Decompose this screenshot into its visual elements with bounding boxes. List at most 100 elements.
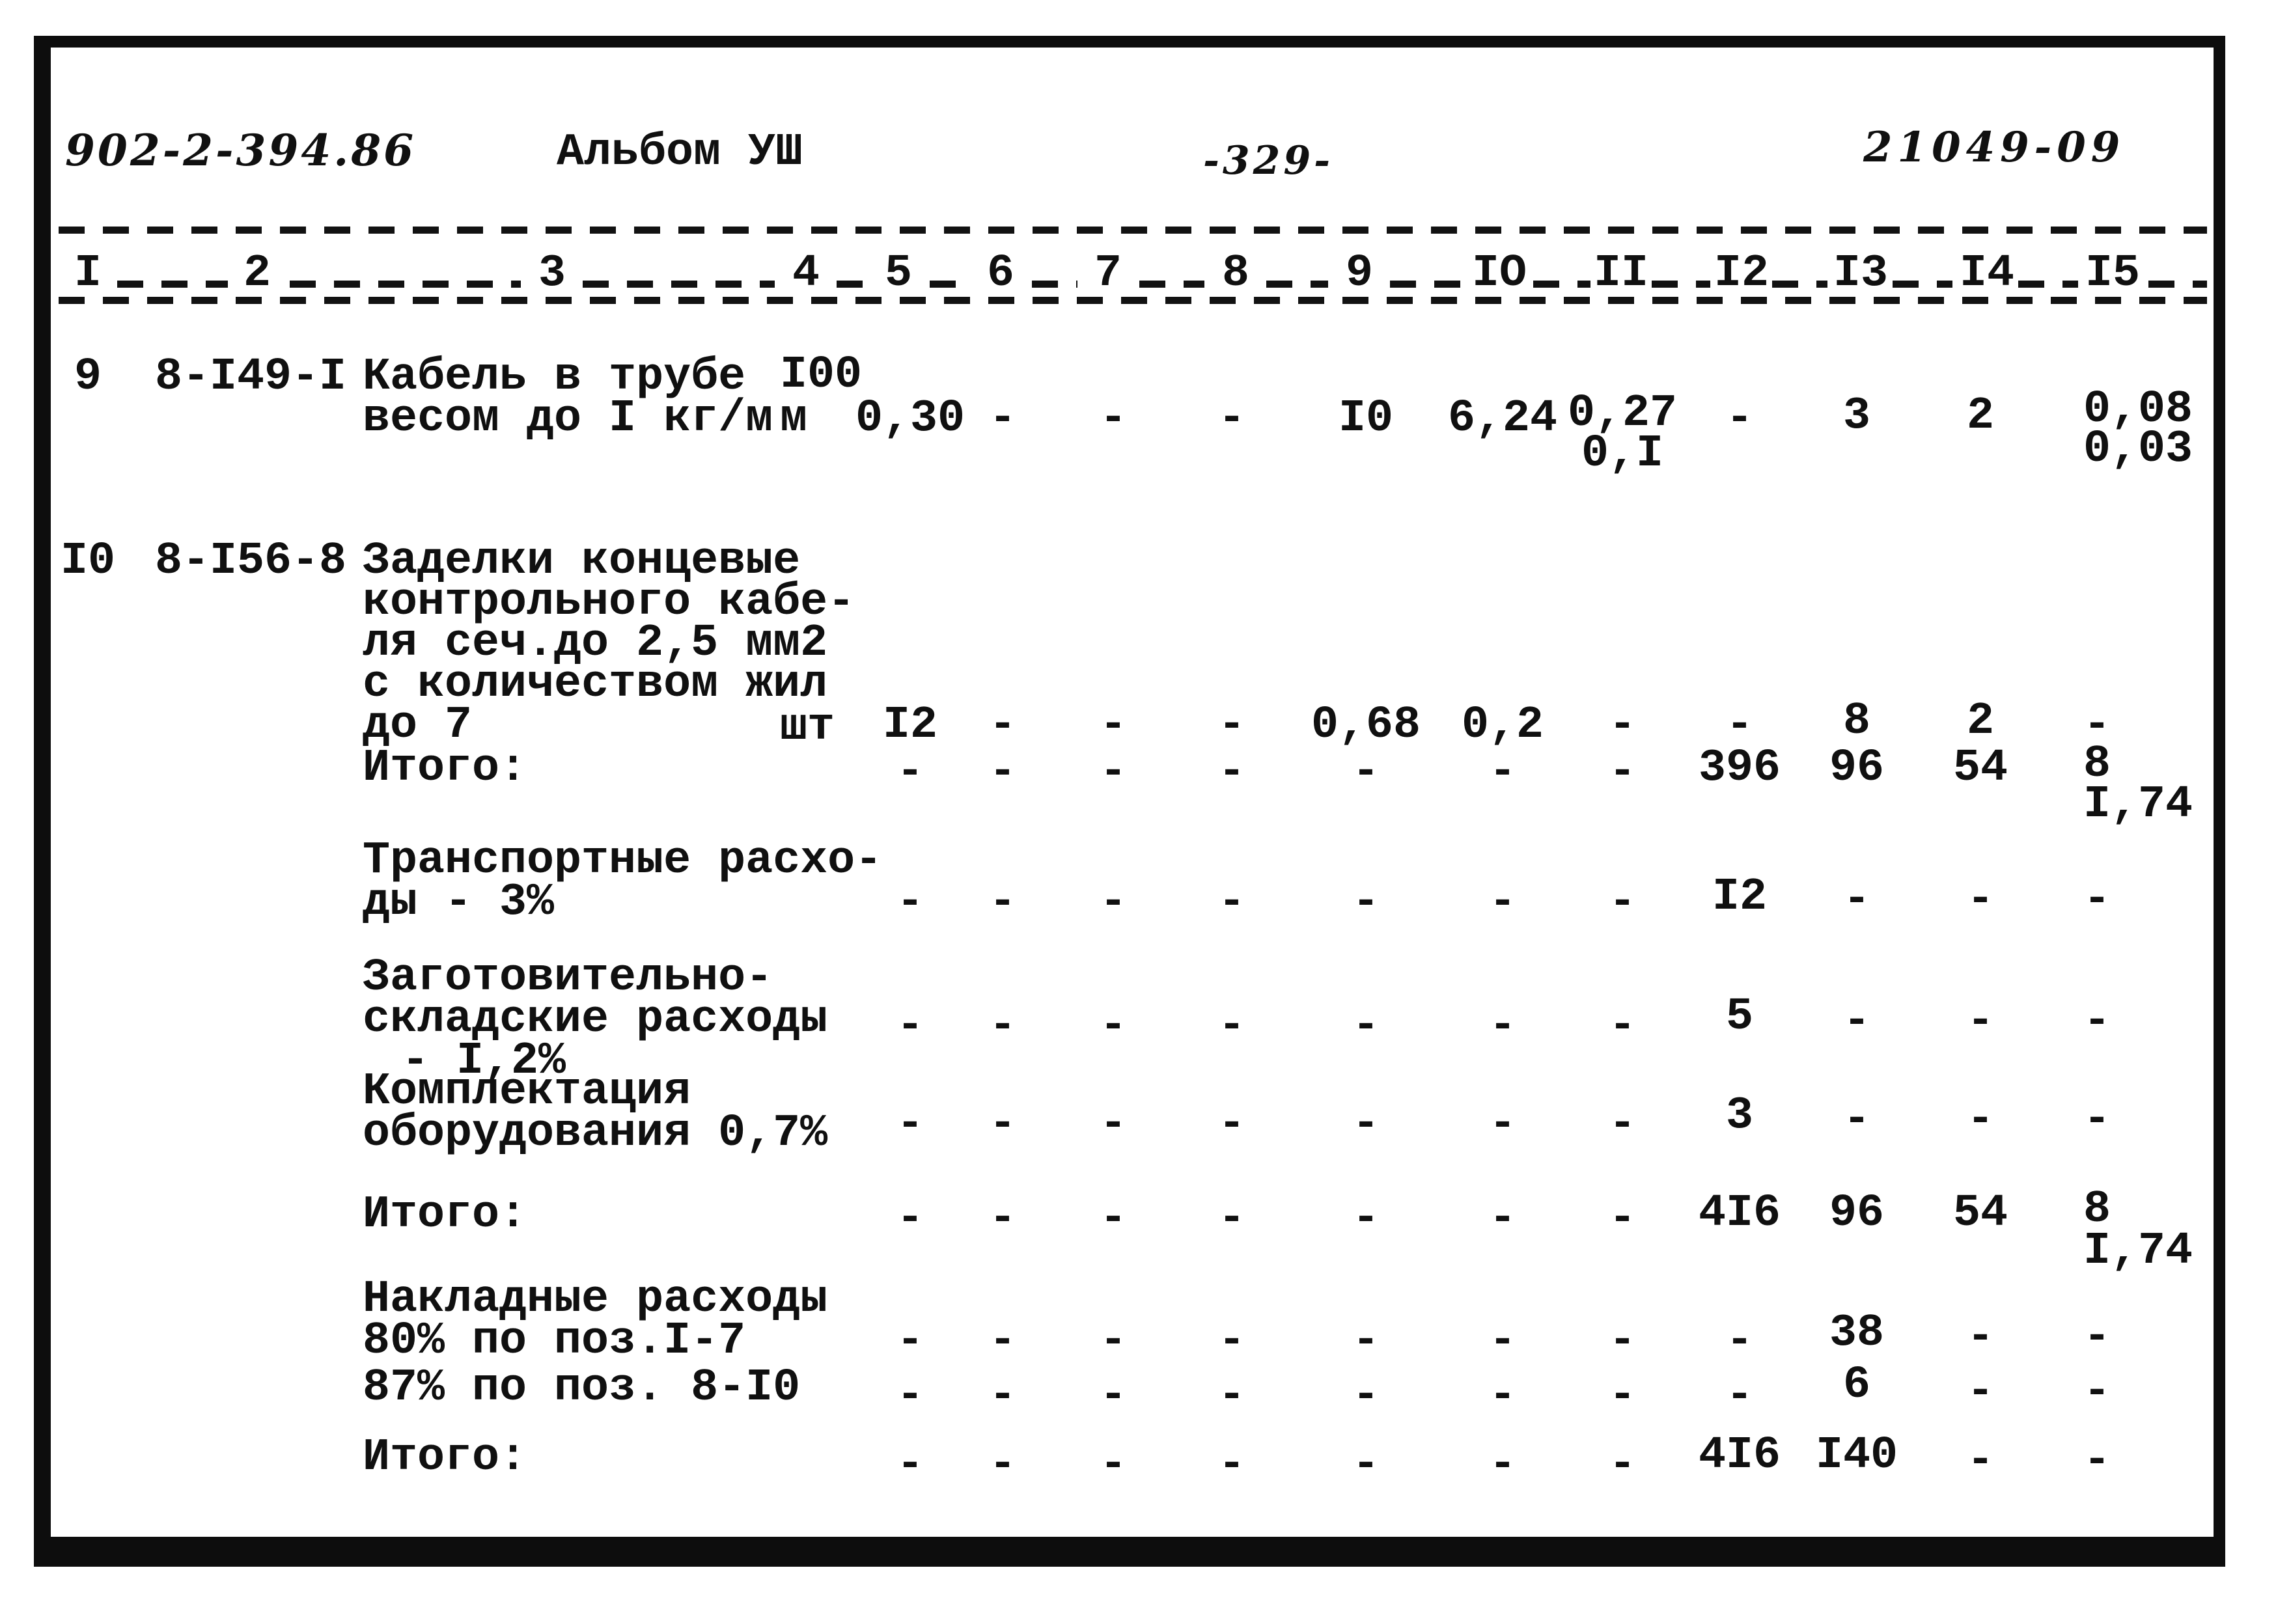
- cell-col7: -: [1099, 1370, 1128, 1422]
- header-underscore-dashes: [1390, 281, 1465, 288]
- cell-col6: -: [988, 1193, 1017, 1245]
- expense-label: 87% по поз. 8-I0: [363, 1362, 801, 1414]
- cell-col15: -: [2083, 996, 2111, 1047]
- column-number-4: 4: [792, 248, 820, 299]
- column-number-1: I: [74, 248, 102, 299]
- cell-col8: -: [1217, 1000, 1246, 1052]
- item-unit: шт: [780, 702, 835, 753]
- cell-col14: -: [1966, 1094, 1995, 1146]
- cell-col5: -: [896, 1439, 924, 1491]
- cell-col10: -: [1488, 1193, 1517, 1245]
- cell-col11: -: [1608, 1370, 1637, 1422]
- header-underscore-dashes: [1652, 281, 1710, 288]
- header-underscore-dashes: [117, 281, 228, 288]
- cell-col5: -: [896, 1099, 924, 1150]
- cell-col13: 6: [1842, 1360, 1871, 1411]
- expense-label-line: Комплектация: [363, 1066, 691, 1118]
- cell-col11: -: [1608, 747, 1637, 798]
- expense-label-line: оборудования 0,7%: [363, 1108, 828, 1159]
- cell-col13: -: [1842, 1094, 1871, 1146]
- cell-col14: 54: [1952, 743, 2008, 794]
- cell-col11: -: [1608, 1439, 1637, 1491]
- cell-col8: -: [1217, 877, 1246, 928]
- item-name-line: контрольного кабе-: [363, 577, 855, 628]
- cell-col7: -: [1099, 1193, 1128, 1245]
- expense-label-line: ды - 3%: [363, 877, 555, 928]
- total-label: Итого:: [363, 1189, 527, 1241]
- cell-col7: -: [1099, 1099, 1128, 1150]
- cell-col15: I,74: [2083, 1226, 2193, 1277]
- cell-col13: 96: [1829, 1188, 1885, 1239]
- header-underscore-dashes: [583, 281, 775, 288]
- cell-col12: 4I6: [1698, 1188, 1781, 1239]
- cell-col10: -: [1488, 1439, 1517, 1491]
- cell-col7: -: [1099, 747, 1128, 798]
- cell-col15: I,74: [2083, 779, 2193, 831]
- cell-col12: 396: [1698, 743, 1781, 794]
- cell-col9: 0,68: [1311, 700, 1421, 751]
- cell-col12: 5: [1725, 991, 1754, 1043]
- item-name-line: Кабель в трубе: [363, 351, 746, 403]
- column-number-5: 5: [884, 248, 913, 299]
- item-name-line: до 7: [363, 700, 473, 751]
- cell-col6: -: [988, 747, 1017, 798]
- cell-col13: 38: [1829, 1308, 1885, 1359]
- album-title: Альбом УШ: [557, 127, 803, 178]
- cell-col11: 0,I: [1581, 428, 1664, 480]
- cell-col15: 8: [2083, 1184, 2111, 1235]
- header-underscore-dashes: [1893, 281, 1952, 288]
- cell-col5: -: [896, 747, 924, 798]
- cell-col12: 3: [1725, 1090, 1754, 1142]
- cell-col8: -: [1217, 747, 1246, 798]
- rule-dashed-top: [59, 227, 2207, 234]
- cell-col8: -: [1217, 1099, 1246, 1150]
- header-underscore-dashes: [290, 281, 521, 288]
- cell-col7: -: [1099, 877, 1128, 928]
- header-underscore-dashes: [837, 281, 868, 288]
- cell-col10: -: [1488, 1370, 1517, 1422]
- cell-col9: -: [1352, 1099, 1380, 1150]
- cell-col6: -: [988, 700, 1017, 751]
- page-frame: [34, 36, 2225, 1567]
- cell-col9: -: [1352, 1000, 1380, 1052]
- doc-number: 902-2-394.86: [65, 125, 417, 176]
- cell-col10: -: [1488, 877, 1517, 928]
- cell-col11: -: [1608, 1193, 1637, 1245]
- cell-col12: -: [1725, 393, 1754, 445]
- cell-col14: -: [1966, 1366, 1995, 1418]
- total-label: Итого:: [363, 1432, 527, 1483]
- cell-col9: -: [1352, 1439, 1380, 1491]
- cell-col12: -: [1725, 1370, 1754, 1422]
- cell-col11: -: [1608, 1000, 1637, 1052]
- cell-col13: I40: [1815, 1430, 1898, 1481]
- cell-col6: -: [988, 393, 1017, 445]
- cell-col14: 2: [1966, 391, 1995, 442]
- expense-label-line: складские расходы: [363, 994, 828, 1045]
- handwritten-stamp: 21049-09: [1863, 123, 2126, 172]
- cell-col10: -: [1488, 747, 1517, 798]
- column-number-6: 6: [986, 248, 1015, 299]
- cell-col15: -: [2083, 1312, 2111, 1363]
- cell-col15: -: [2083, 700, 2111, 751]
- expense-label-line: Транспортные расхо-: [363, 835, 883, 887]
- expense-label-line: - I,2%: [402, 1036, 566, 1087]
- header-underscore-dashes: [1032, 281, 1077, 288]
- cell-col7: -: [1099, 700, 1128, 751]
- row-number: 9: [74, 351, 102, 403]
- item-name-line: с количеством жил: [363, 659, 828, 710]
- cell-col13: -: [1842, 996, 1871, 1047]
- expense-label-line: Заготовительно-: [363, 952, 773, 1004]
- item-unit: I00: [780, 350, 863, 401]
- column-number-13: I3: [1833, 248, 1889, 299]
- cell-col11: -: [1608, 1315, 1637, 1367]
- cell-col14: -: [1966, 874, 1995, 926]
- cell-col13: 8: [1842, 696, 1871, 747]
- cell-col14: 2: [1966, 696, 1995, 747]
- cell-col6: -: [988, 1439, 1017, 1491]
- header-underscore-dashes: [2148, 281, 2207, 288]
- cell-col11: 0,27: [1567, 388, 1678, 439]
- cell-col9: -: [1352, 1315, 1380, 1367]
- cell-col12: -: [1725, 700, 1754, 751]
- cell-col11: -: [1608, 877, 1637, 928]
- column-number-3: 3: [538, 248, 566, 299]
